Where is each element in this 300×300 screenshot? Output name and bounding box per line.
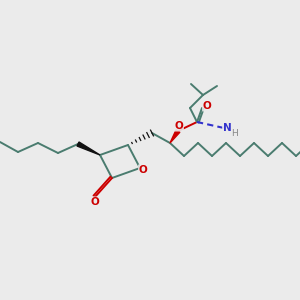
- Text: O: O: [175, 121, 183, 131]
- Text: H: H: [232, 128, 238, 137]
- Polygon shape: [77, 142, 100, 155]
- Text: O: O: [139, 165, 147, 175]
- Polygon shape: [170, 130, 180, 143]
- Text: O: O: [202, 101, 211, 111]
- Text: N: N: [223, 123, 231, 133]
- Text: O: O: [91, 197, 99, 207]
